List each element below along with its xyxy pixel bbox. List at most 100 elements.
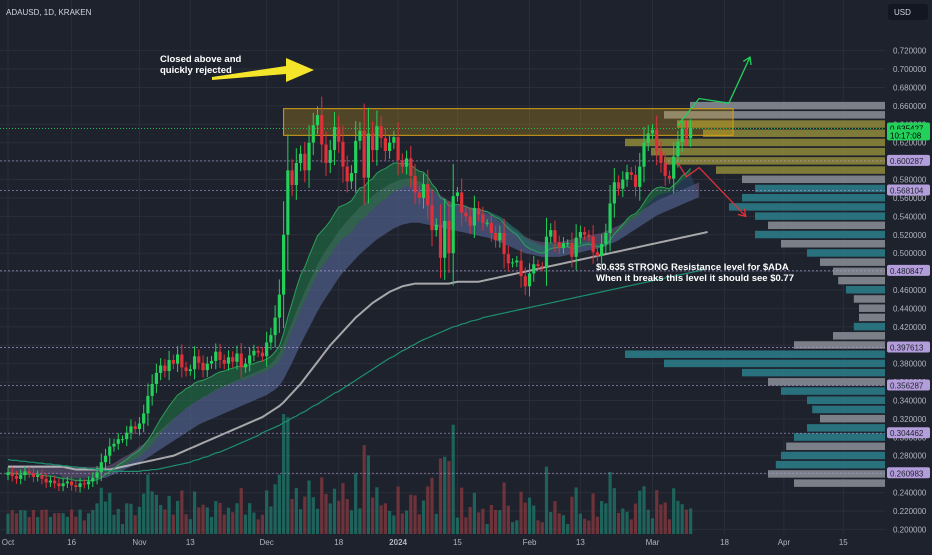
volume-bar [273,484,277,534]
volume-bar [655,490,659,534]
candle-body [260,352,264,357]
candle-body [642,142,646,167]
candle-body [536,264,540,267]
volume-bar [642,486,646,534]
candle-body [222,359,226,364]
y-tick-label: 0.280000 [893,452,927,461]
candle-body [396,137,400,161]
volume-bar [375,487,379,534]
volume-bar [167,495,171,534]
volume-bar [383,503,387,534]
candle-body [142,413,146,424]
volume-profile-bar [755,184,885,193]
candle-body [646,133,650,143]
candle-body [159,365,163,373]
volume-bar [544,466,549,534]
candle-body [659,150,663,163]
candle-body [150,383,154,396]
volume-bar [570,496,574,534]
x-tick-label: Feb [523,538,537,547]
candle-body [146,395,150,414]
projection-up-arrowhead [742,55,752,66]
candle-body [311,125,315,143]
volume-profile-bar [820,258,885,266]
volume-bar [176,500,180,534]
candle-body [91,477,95,482]
candle-body [468,216,472,226]
currency-button[interactable]: USD [894,8,911,17]
candle-body [137,423,142,430]
volume-bar [315,508,320,534]
candle-body [209,360,214,364]
volume-profile-bar [651,147,885,156]
volume-bar [566,524,570,534]
volume-bar [515,520,519,534]
candle-body [650,129,655,134]
volume-bar [341,483,345,534]
volume-bar [53,513,57,534]
candle-body [82,483,86,485]
candle-body [388,142,392,151]
volume-bar [498,510,502,534]
volume-bar [188,519,192,534]
volume-bar [70,509,74,534]
candle-body [320,115,324,145]
candles-layer [6,96,693,493]
volume-profile-bar [794,341,885,349]
candle-body [595,252,599,256]
annotations-layer: Closed above and quickly rejected $0.635… [160,54,794,284]
y-tick-label: 0.200000 [893,525,927,534]
volume-profile-bar [768,470,885,478]
candle-body [27,471,31,474]
candle-body [315,115,320,126]
candle-body [404,158,409,167]
volume-profile-bar [820,414,885,423]
volume-bar [392,515,396,534]
volume-bar [485,524,489,534]
candle-body [362,130,366,178]
candle-body [494,232,498,241]
candle-body [383,138,387,151]
currency-button-bg[interactable] [888,4,928,20]
volume-bar [578,513,582,534]
candle-body [527,273,532,287]
candle-body [625,172,629,180]
price-label: 0.568104 [890,186,924,195]
volume-profile-bar [859,313,885,322]
volume-bar [23,510,27,534]
volume-bar [447,461,451,534]
volume-bar [366,455,370,534]
volume-bar [82,520,86,534]
price-label: 0.635427 [890,125,924,134]
volume-bar [540,522,544,534]
candle-body [129,426,133,433]
candle-body [375,126,379,151]
x-tick-label: 13 [186,538,195,547]
volume-bar [197,507,201,534]
candle-body [345,166,349,182]
time-axis[interactable]: Oct 16 Nov 13 Dec 18 2024 15 Feb 13 Mar 18 Apr 15 [2,538,849,547]
candle-body [587,234,591,237]
volume-bar [464,517,468,534]
candle-body [65,481,69,484]
candle-body [282,234,286,295]
volume-bar [421,500,426,534]
price-label-bg [887,184,930,196]
volume-bar [371,497,375,534]
volume-bar [282,414,286,534]
volume-bar [277,474,281,534]
volume-bar [434,513,438,534]
candle-body [243,363,248,368]
candle-body [672,156,676,179]
volume-bar [159,504,163,534]
volume-profile-bar [768,221,885,230]
price-label-bg [887,467,930,479]
volume-bar [298,509,303,534]
candle-body [307,142,311,171]
volume-profile-bar [838,276,885,285]
volume-bar [536,520,540,534]
volume-bar [667,519,672,534]
candle-body [10,472,14,476]
